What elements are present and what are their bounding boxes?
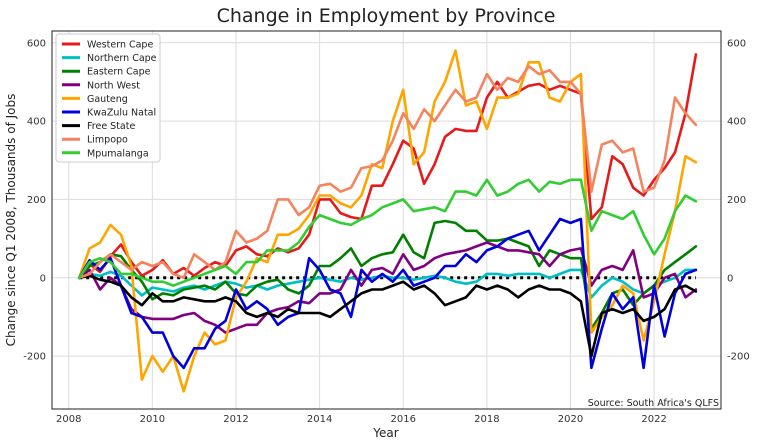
x-tick-label: 2022	[641, 414, 666, 425]
y-tick-label-right: 0	[727, 273, 733, 284]
series-line-eastern-cape	[77, 219, 698, 330]
y-tick-label-left: 600	[27, 38, 46, 49]
series-lines	[77, 49, 698, 393]
legend-label-mpumalanga: Mpumalanga	[87, 148, 149, 159]
series-line-gauteng	[77, 49, 698, 393]
y-tick-label-left: 400	[27, 117, 46, 128]
legend-label-north-west: North West	[87, 80, 140, 91]
legend-label-gauteng: Gauteng	[87, 94, 128, 105]
legend-label-free-state: Free State	[87, 121, 135, 132]
series-line-north-west	[77, 241, 698, 334]
x-tick-label: 2012	[223, 414, 248, 425]
y-axis-label: Change since Q1 2008, Thousands of Jobs	[4, 94, 18, 347]
y-tick-label-right: 200	[727, 195, 746, 206]
plot-area	[52, 31, 721, 409]
series-line-free-state	[77, 274, 698, 358]
series-line-western-cape	[77, 53, 698, 280]
y-tick-label-right: 400	[727, 117, 746, 128]
y-tick-label-right: 600	[727, 38, 746, 49]
legend-label-eastern-cape: Eastern Cape	[87, 67, 151, 78]
legend: Western Cape Northern Cape Eastern Cape Nor…	[55, 33, 161, 163]
legend-box	[55, 33, 161, 163]
x-tick-label: 2010	[140, 414, 165, 425]
x-axis-label: Year	[372, 426, 398, 440]
y-tick-label-left: -200	[23, 352, 46, 363]
y-tick-labels-right: -200 0 200 400 600	[727, 38, 750, 362]
legend-entries: Western Cape Northern Cape Eastern Cape Nor…	[62, 40, 157, 159]
series-line-kwazulu-natal	[77, 217, 698, 370]
x-tick-label: 2014	[307, 414, 332, 425]
legend-label-northern-cape: Northern Cape	[87, 53, 157, 64]
x-tick-label: 2016	[390, 414, 415, 425]
y-tick-label-left: 0	[40, 273, 46, 284]
y-tick-label-right: -200	[727, 352, 750, 363]
x-tick-label: 2020	[558, 414, 583, 425]
x-tick-label: 2008	[56, 414, 81, 425]
legend-label-western-cape: Western Cape	[87, 40, 153, 51]
legend-label-limpopo: Limpopo	[87, 135, 128, 146]
series-line-mpumalanga	[77, 178, 698, 287]
x-tick-label: 2018	[474, 414, 499, 425]
chart-title: Change in Employment by Province	[217, 5, 556, 27]
x-tick-labels: 2008 2010 2012 2014 2016 2018 2020 2022	[56, 414, 667, 425]
y-tick-labels-left: -200 0 200 400 600	[23, 38, 46, 362]
series-line-limpopo	[77, 65, 698, 280]
legend-label-kwazulu-natal: KwaZulu Natal	[87, 108, 156, 119]
y-tick-label-left: 200	[27, 195, 46, 206]
source-annotation: Source: South Africa's QLFS	[588, 398, 719, 409]
plot-frame	[51, 30, 722, 410]
